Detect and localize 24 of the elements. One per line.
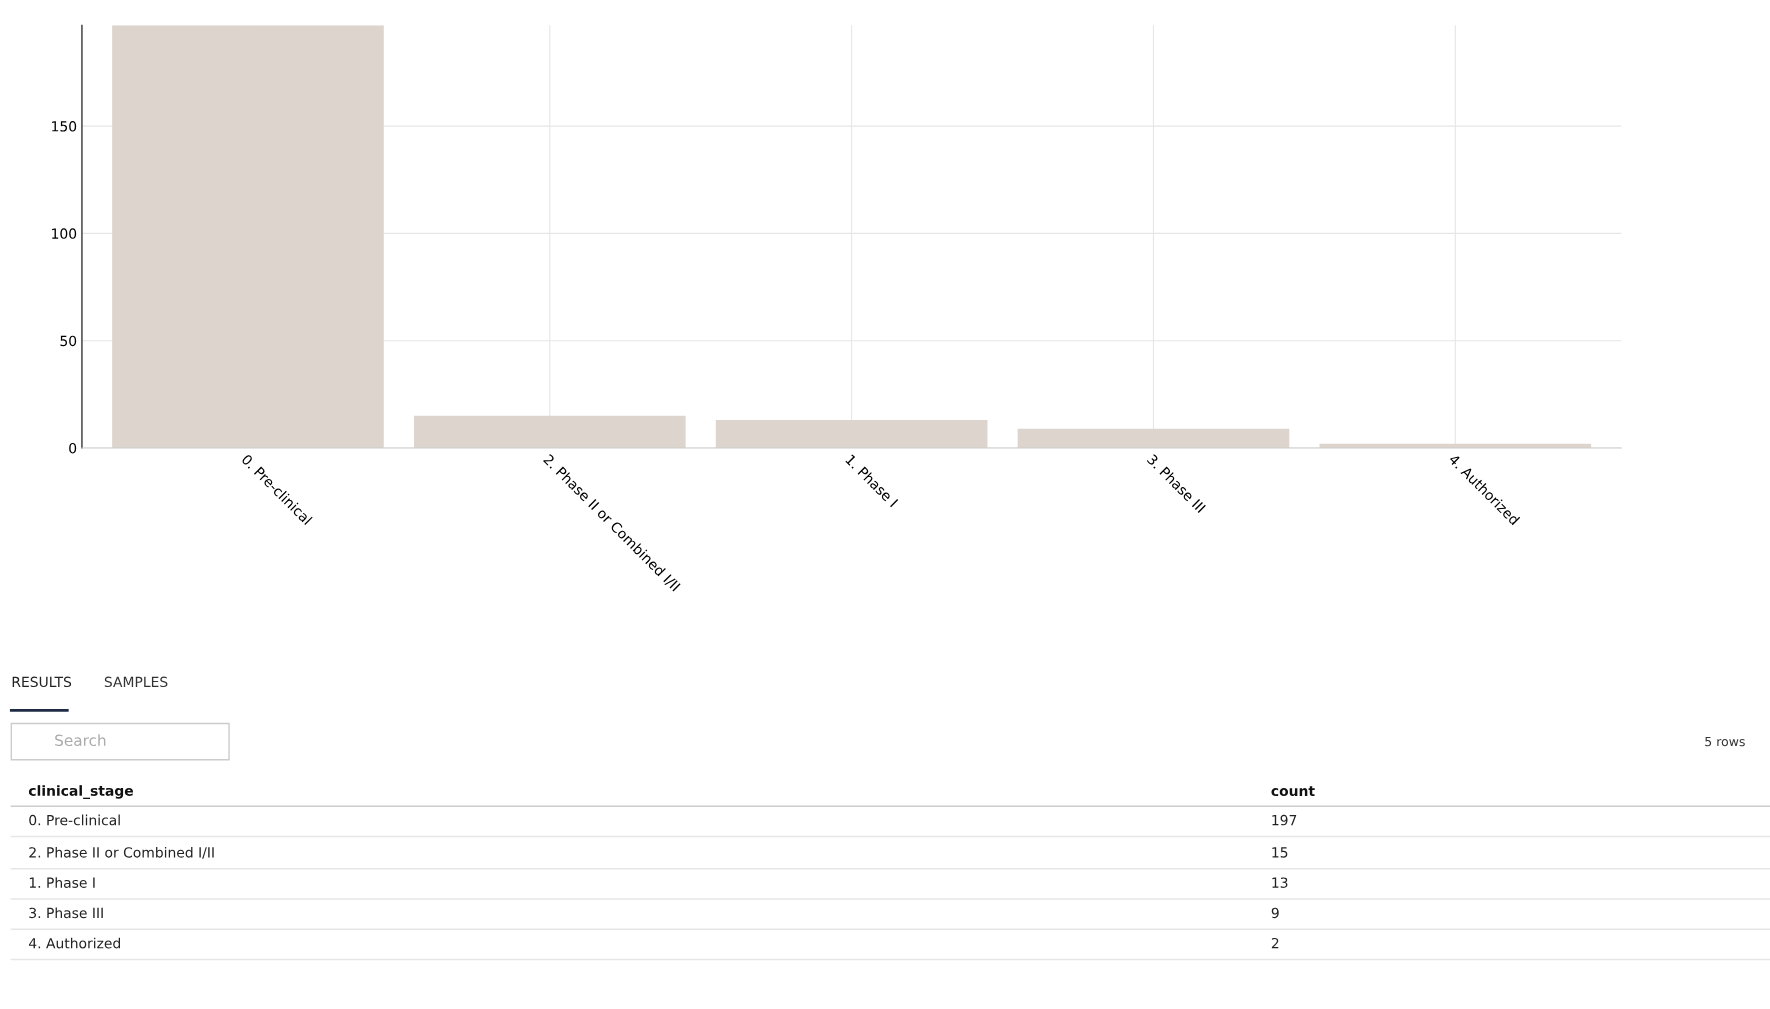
text: SAMPLES: [104, 676, 168, 688]
text: 4. Authorized: [29, 937, 120, 949]
y-tick-label: 100: [52, 228, 77, 239]
y-tick-label: 50: [60, 335, 77, 347]
text: 15: [1272, 847, 1288, 858]
text: 5 rows: [1705, 736, 1745, 747]
text: 2. Phase II or Combined I/II: [29, 846, 214, 859]
bar: [112, 25, 384, 448]
text: clinical_stage: [28, 785, 133, 799]
text: count: [1271, 786, 1315, 797]
y-tick-label: 150: [52, 121, 77, 132]
text: 13: [1272, 877, 1288, 888]
text: 0. Pre-clinical: [29, 814, 120, 826]
text: 1. Phase I: [29, 877, 95, 888]
text: 2: [1271, 937, 1279, 949]
text: Search: [55, 734, 106, 747]
text: RESULTS: [12, 676, 72, 688]
text: 9: [1271, 907, 1279, 919]
y-tick-label: 0: [69, 442, 77, 454]
bar: [413, 415, 686, 448]
text: 3. Phase III: [29, 907, 103, 919]
text: 197: [1272, 814, 1297, 826]
bar: [1017, 428, 1290, 448]
bar: [715, 420, 988, 448]
